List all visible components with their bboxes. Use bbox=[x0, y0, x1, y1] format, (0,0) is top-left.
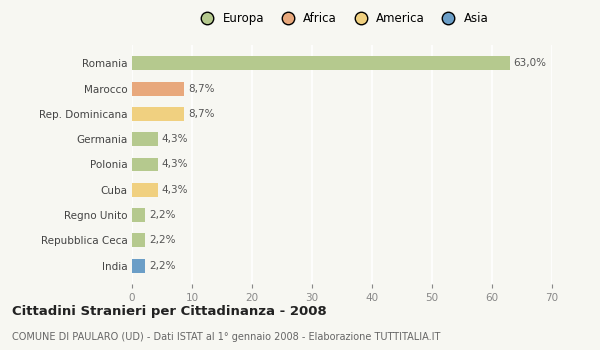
Text: 63,0%: 63,0% bbox=[514, 58, 547, 68]
Bar bbox=[132, 107, 184, 121]
Bar bbox=[132, 56, 510, 70]
Text: 8,7%: 8,7% bbox=[188, 84, 214, 93]
Bar bbox=[132, 208, 145, 222]
Text: Cittadini Stranieri per Cittadinanza - 2008: Cittadini Stranieri per Cittadinanza - 2… bbox=[12, 304, 327, 317]
Text: COMUNE DI PAULARO (UD) - Dati ISTAT al 1° gennaio 2008 - Elaborazione TUTTITALIA: COMUNE DI PAULARO (UD) - Dati ISTAT al 1… bbox=[12, 332, 440, 343]
Legend: Europa, Africa, America, Asia: Europa, Africa, America, Asia bbox=[191, 8, 493, 30]
Bar bbox=[132, 259, 145, 273]
Text: 8,7%: 8,7% bbox=[188, 109, 214, 119]
Text: 4,3%: 4,3% bbox=[161, 134, 188, 144]
Bar bbox=[132, 82, 184, 96]
Bar bbox=[132, 233, 145, 247]
Text: 2,2%: 2,2% bbox=[149, 210, 175, 220]
Bar bbox=[132, 158, 158, 172]
Bar bbox=[132, 132, 158, 146]
Text: 4,3%: 4,3% bbox=[161, 185, 188, 195]
Bar bbox=[132, 183, 158, 197]
Text: 2,2%: 2,2% bbox=[149, 261, 175, 271]
Text: 4,3%: 4,3% bbox=[161, 160, 188, 169]
Text: 2,2%: 2,2% bbox=[149, 236, 175, 245]
